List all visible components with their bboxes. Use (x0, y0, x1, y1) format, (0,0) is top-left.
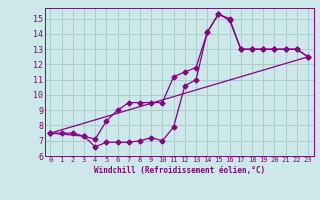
X-axis label: Windchill (Refroidissement éolien,°C): Windchill (Refroidissement éolien,°C) (94, 166, 265, 175)
